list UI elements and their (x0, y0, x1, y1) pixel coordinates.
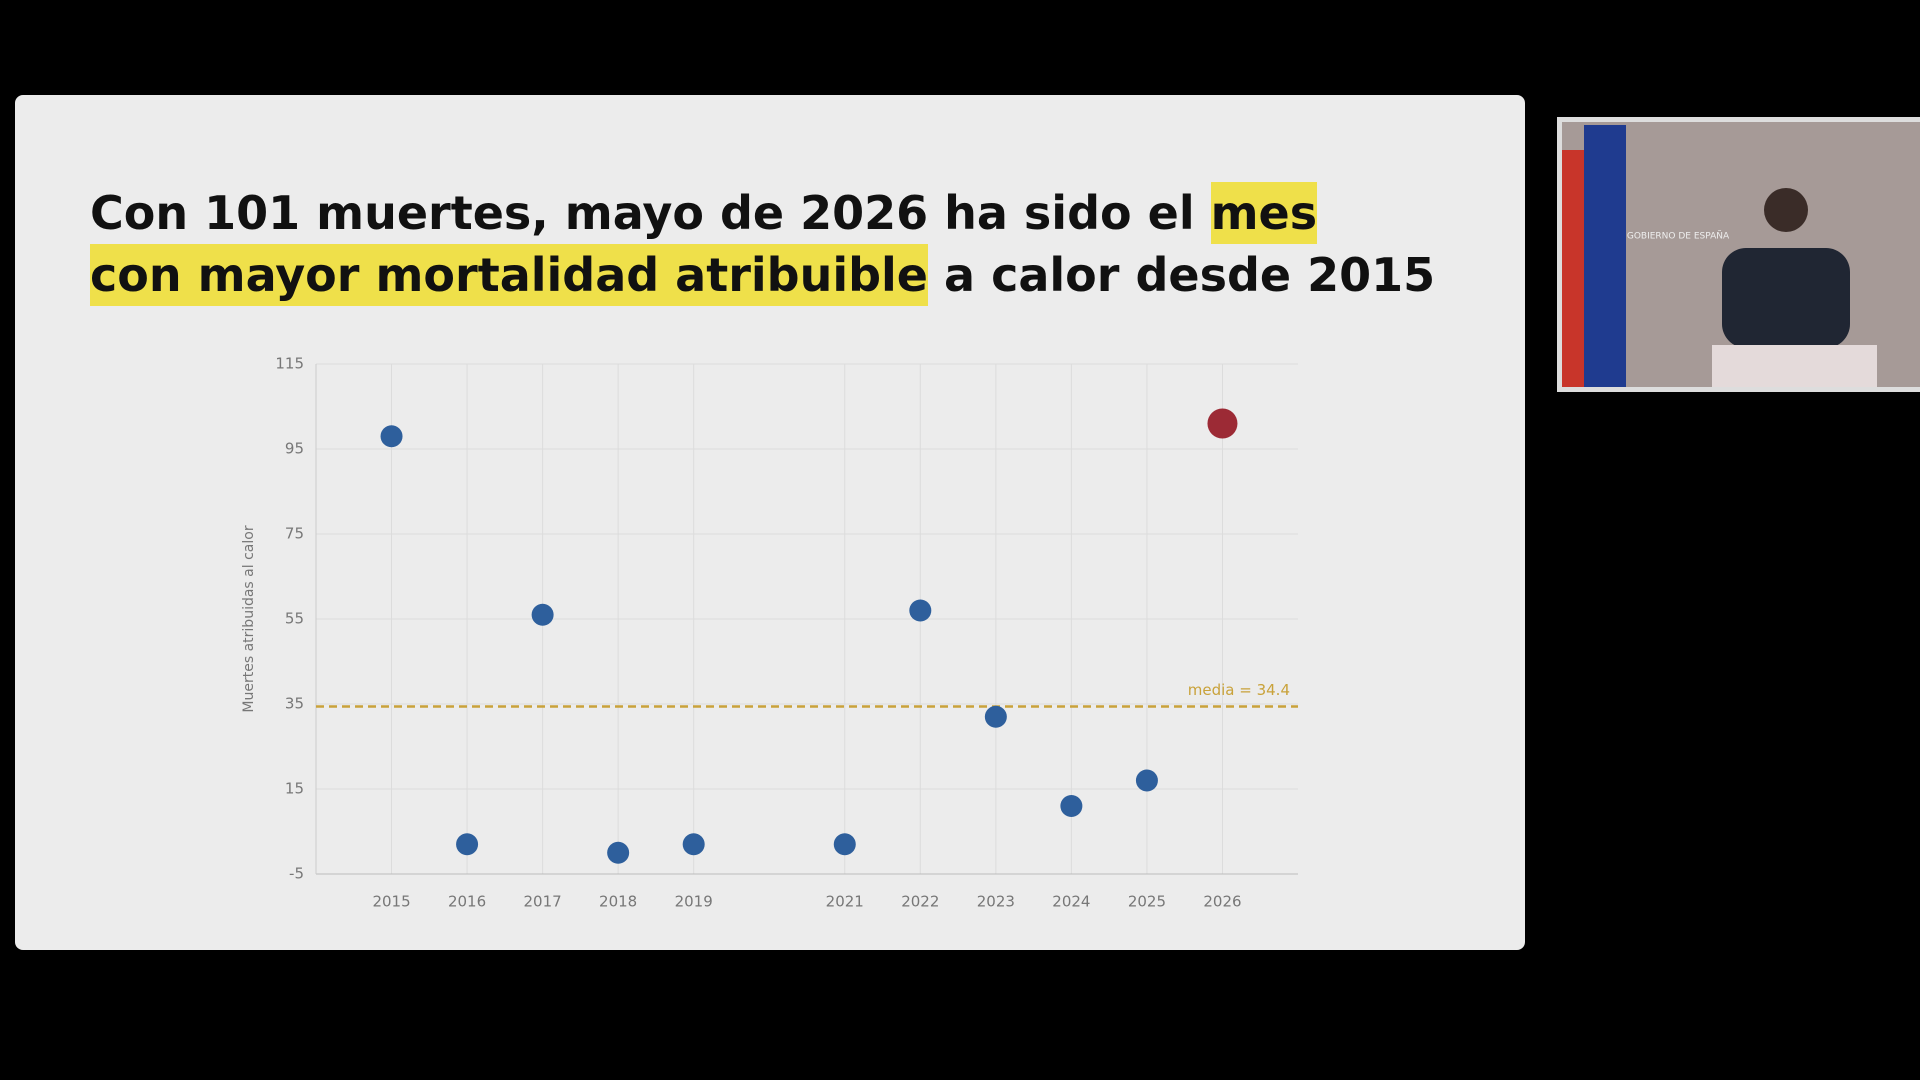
title-segment: con mayor mortalidad atribuible (90, 244, 928, 306)
y-tick-label: 55 (285, 610, 304, 628)
point (984, 705, 1007, 728)
x-tick-label: 2025 (1128, 893, 1166, 911)
point (1207, 408, 1238, 439)
x-tick-label: 2021 (826, 893, 864, 911)
flag-eu (1584, 125, 1626, 387)
y-tick-label: 95 (285, 440, 304, 458)
x-tick-label: 2024 (1052, 893, 1090, 911)
point (1135, 769, 1158, 792)
x-tick-label: 2026 (1203, 893, 1241, 911)
inset-logo-text: GOBIERNO DE ESPAÑA (1627, 231, 1730, 242)
x-tick-label: 2016 (448, 893, 486, 911)
x-tick-label: 2022 (901, 893, 939, 911)
point (682, 833, 705, 856)
video-inset: GOBIERNO DE ESPAÑA (1557, 117, 1920, 392)
x-tick-label: 2018 (599, 893, 637, 911)
y-tick-label: 15 (285, 780, 304, 798)
y-tick-label: -5 (289, 865, 304, 883)
point (1060, 795, 1083, 817)
point (531, 603, 554, 626)
point (456, 833, 479, 856)
x-tick-label: 2023 (977, 893, 1015, 911)
x-tick-label: 2015 (372, 893, 410, 911)
y-tick-label: 35 (285, 695, 304, 713)
lectern (1712, 345, 1877, 387)
speaker-body (1722, 248, 1850, 348)
point (833, 833, 856, 856)
mean-label: media = 34.4 (1188, 681, 1290, 699)
point (380, 425, 403, 448)
point (607, 841, 630, 864)
y-axis-label: Muertes atribuidas al calor (241, 525, 257, 712)
y-tick-label: 75 (285, 525, 304, 543)
flag-spain (1562, 150, 1584, 387)
point (909, 599, 932, 622)
speaker-head (1764, 188, 1808, 232)
slide-title: Con 101 muertes, mayo de 2026 ha sido el… (90, 182, 1435, 306)
title-segment: mes (1210, 182, 1318, 244)
x-tick-label: 2019 (675, 893, 713, 911)
x-tick-label: 2017 (524, 893, 562, 911)
title-segment: a calor desde 2015 (928, 248, 1436, 302)
y-tick-label: 115 (275, 355, 304, 373)
title-segment: Con 101 muertes, mayo de 2026 ha sido el (90, 186, 1211, 240)
